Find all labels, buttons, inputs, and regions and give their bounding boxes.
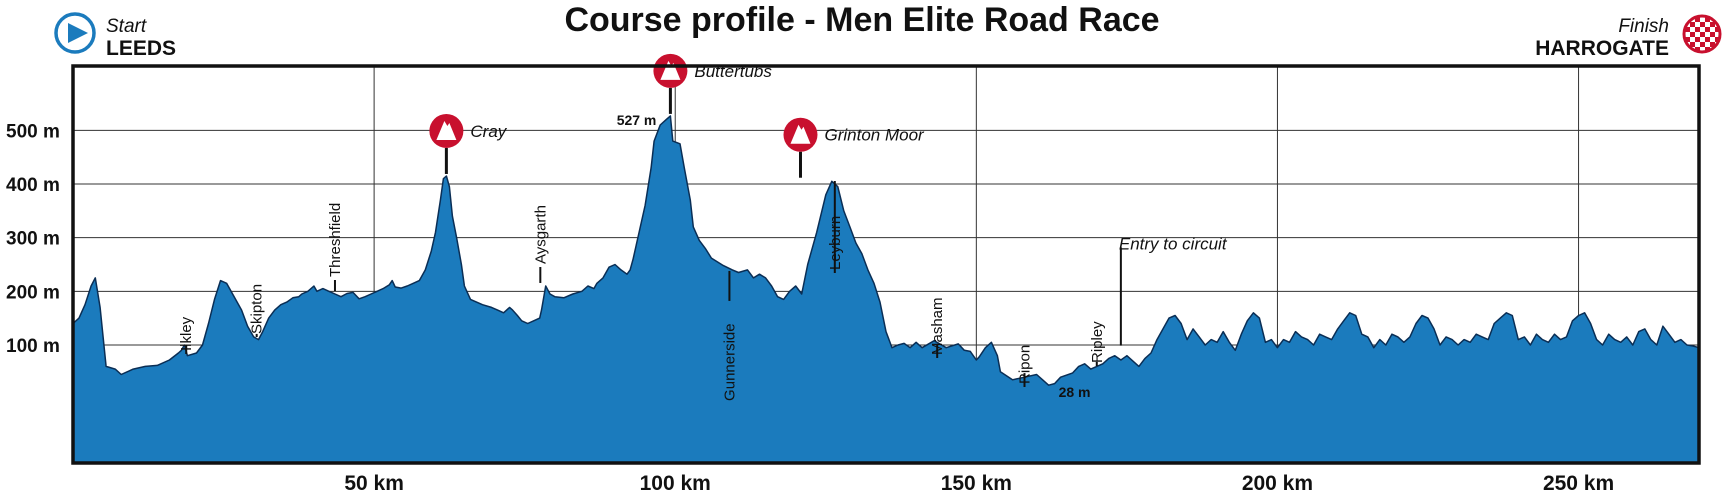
town-label: Masham <box>929 297 946 355</box>
start-icon <box>54 12 96 54</box>
town-marker: Gunnerside <box>721 270 738 401</box>
annotations: 527 m 28 m Entry to circuit <box>617 112 1228 400</box>
y-tick-label: 100 m <box>6 336 60 357</box>
play-circle-icon <box>68 23 88 43</box>
climb-label: Cray <box>470 122 507 141</box>
plot-frame <box>71 64 1701 465</box>
y-tick-label: 400 m <box>6 175 60 196</box>
town-label: Aysgarth <box>532 205 549 264</box>
y-tick-label: 300 m <box>6 229 60 250</box>
start-place: LEEDS <box>106 37 176 60</box>
town-label: Threshfield <box>327 203 344 277</box>
town-label: Ripley <box>1089 321 1106 363</box>
lowest-elevation-label: 28 m <box>1059 384 1091 400</box>
town-label: Leyburn <box>827 216 844 270</box>
town-marker: Skipton <box>249 284 266 337</box>
start-caption: Start <box>106 16 147 37</box>
town-marker: Masham <box>929 297 946 358</box>
finish-place: HARROGATE <box>1535 37 1669 60</box>
town-marker: Ripley <box>1089 321 1106 366</box>
y-tick-label: 500 m <box>6 121 60 142</box>
mountain-peak-icon <box>436 120 457 140</box>
circuit-entry-marker: Entry to circuit <box>1119 234 1228 346</box>
town-marker: Leyburn <box>827 181 844 273</box>
climb-label: Grinton Moor <box>824 126 925 145</box>
town-label: Skipton <box>249 284 266 334</box>
y-tick-label: 200 m <box>6 282 60 303</box>
town-marker: Threshfield <box>327 203 344 292</box>
chart-title: Course profile - Men Elite Road Race <box>564 1 1159 39</box>
town-label: Ilkley <box>178 316 195 351</box>
elevation-profile <box>72 115 1700 464</box>
x-tick-label: 50 km <box>344 472 404 493</box>
climb-marker: Cray <box>429 113 508 174</box>
summit-elevation-label: 527 m <box>617 112 657 128</box>
climb-marker: Grinton Moor <box>783 117 925 178</box>
town-label: Ripon <box>1017 345 1034 384</box>
y-axis-ticks: 100 m 200 m 300 m 400 m 500 m <box>6 121 60 357</box>
mountain-peak-icon <box>790 124 811 144</box>
x-tick-label: 100 km <box>640 472 711 493</box>
town-marker: Ripon <box>1017 345 1034 387</box>
x-tick-label: 200 km <box>1242 472 1313 493</box>
x-tick-label: 250 km <box>1543 472 1614 493</box>
town-markers: Ilkley Skipton Threshfield Aysgarth Gunnersi… <box>178 181 1106 401</box>
checkered-flag-icon <box>1682 14 1722 54</box>
town-marker: Ilkley <box>178 316 195 354</box>
circuit-entry-label: Entry to circuit <box>1119 234 1228 253</box>
x-axis-ticks: 50 km 100 km 150 km 200 km 250 km <box>344 472 1614 493</box>
town-marker: Aysgarth <box>532 205 549 283</box>
town-label: Gunnerside <box>721 323 738 401</box>
mountain-peak-icon <box>660 60 681 80</box>
x-tick-label: 150 km <box>941 472 1012 493</box>
finish-caption: Finish <box>1618 16 1669 37</box>
